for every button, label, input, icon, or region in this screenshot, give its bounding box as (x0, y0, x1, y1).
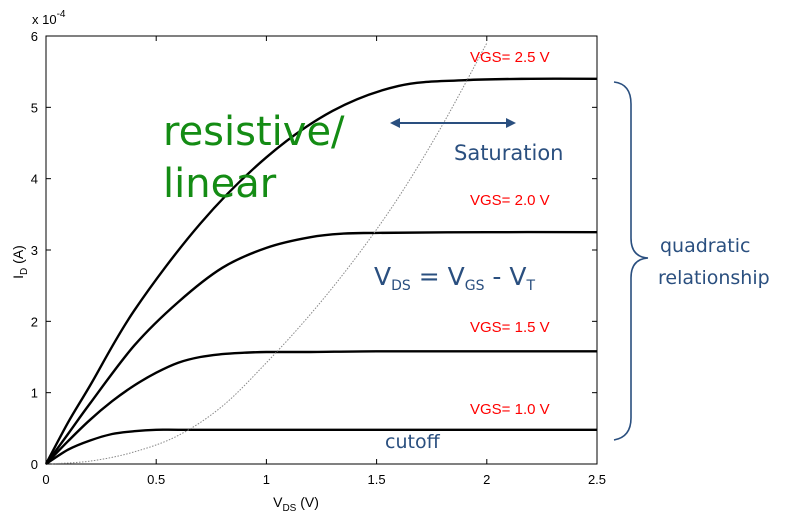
cutoff-label: cutoff (385, 431, 441, 453)
vgs-label-1-5: VGS= 1.5 V (470, 319, 550, 336)
y-tick-label: 5 (31, 100, 38, 115)
quadratic-label: quadratic (660, 235, 750, 257)
saturation-label: Saturation (454, 141, 563, 165)
vgs-label-1-0: VGS= 1.0 V (470, 401, 550, 418)
y-tick-label: 2 (31, 314, 38, 329)
plot-frame (45, 35, 598, 465)
series-line-4 (44, 77, 598, 465)
series-line-1 (45, 428, 597, 466)
right-brace (613, 81, 649, 441)
y-tick-label: 4 (31, 172, 38, 187)
series-line-3 (45, 230, 598, 465)
x-tick-label: 2 (483, 472, 490, 487)
x-tick-label: 2.5 (588, 472, 606, 487)
y-tick-label: 6 (31, 29, 38, 44)
y-axis-label: ID (A) (10, 245, 30, 279)
x-axis-label: VDS (V) (273, 494, 319, 514)
y-tick-label: 1 (31, 386, 38, 401)
x-tick-label: 0.5 (147, 472, 165, 487)
resistive-label: resistive/ (163, 109, 345, 155)
saturation-arrow (390, 118, 516, 128)
vgs-label-2-5: VGS= 2.5 V (470, 49, 550, 66)
relationship-label: relationship (658, 267, 770, 289)
linear-label: linear (163, 161, 277, 207)
x-tick-label: 1 (263, 472, 270, 487)
ticks-layer: 0 0.5 1 1.5 2 2.5 0 1 2 3 4 5 6 (31, 29, 606, 487)
series-line-2 (45, 350, 597, 465)
series-layer (44, 42, 598, 466)
y-multiplier-exponent: -4 (57, 9, 66, 20)
y-tick-label: 0 (31, 457, 38, 472)
boundary-equation: VDS = VGS - VT (374, 262, 536, 294)
vgs-label-2-0: VGS= 2.0 V (470, 192, 550, 209)
x-tick-label: 0 (42, 472, 49, 487)
y-multiplier: x 10-4 (32, 9, 66, 27)
y-tick-label: 3 (31, 243, 38, 258)
x-tick-label: 1.5 (368, 472, 386, 487)
